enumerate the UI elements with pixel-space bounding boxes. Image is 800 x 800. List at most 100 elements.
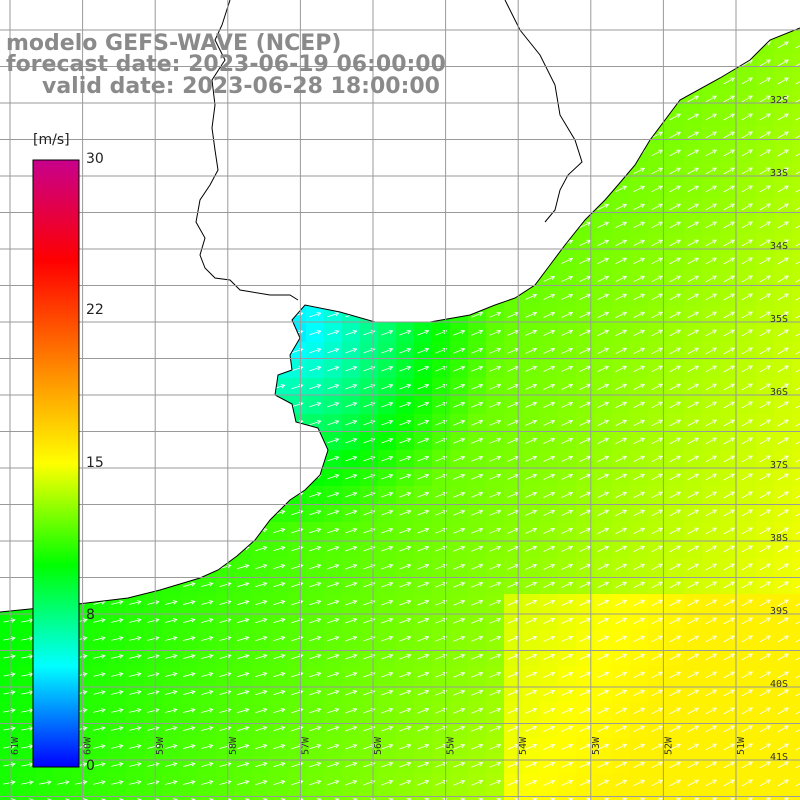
wind-arrow bbox=[345, 563, 358, 570]
colorbar-unit: [m/s] bbox=[33, 132, 70, 148]
wind-arrow bbox=[741, 707, 753, 715]
wind-arrow bbox=[777, 671, 789, 679]
wind-arrow bbox=[597, 365, 610, 372]
wind-arrow bbox=[723, 113, 736, 121]
wind-arrow bbox=[165, 672, 178, 677]
wind-arrow bbox=[795, 495, 800, 499]
wind-arrow bbox=[201, 690, 214, 695]
wind-arrow bbox=[705, 473, 718, 481]
wind-arrow bbox=[489, 527, 502, 534]
wind-arrow bbox=[741, 761, 753, 769]
wind-arrow bbox=[399, 329, 412, 336]
wind-arrow bbox=[399, 617, 412, 624]
wind-arrow bbox=[759, 491, 771, 499]
wind-arrow bbox=[759, 383, 771, 391]
wind-arrow bbox=[741, 419, 753, 427]
wind-arrow bbox=[723, 581, 736, 589]
wind-arrow bbox=[309, 654, 322, 660]
wind-arrow bbox=[165, 618, 178, 623]
wind-arrow bbox=[795, 279, 800, 283]
wind-arrow bbox=[795, 351, 800, 355]
wind-arrow bbox=[669, 617, 682, 625]
wind-arrow bbox=[111, 762, 124, 767]
wind-arrow bbox=[183, 636, 196, 641]
wind-arrow bbox=[273, 672, 286, 678]
wind-arrow bbox=[453, 743, 466, 750]
wind-arrow bbox=[759, 725, 771, 733]
latitude-labels: 32S 33S 34S 35S 36S 37S 38S 39S 40S 41S bbox=[770, 95, 788, 763]
wind-arrow bbox=[237, 654, 250, 660]
wind-arrow bbox=[633, 419, 646, 427]
wind-arrow bbox=[741, 455, 753, 463]
wind-arrow bbox=[687, 131, 700, 139]
wind-arrow bbox=[471, 635, 484, 642]
wind-arrow bbox=[453, 653, 466, 660]
wind-arrow bbox=[669, 311, 682, 319]
wind-speed-cell bbox=[792, 126, 800, 144]
wind-arrow bbox=[543, 671, 556, 678]
wind-arrow bbox=[795, 261, 800, 265]
wind-arrow bbox=[525, 635, 538, 642]
wind-arrow bbox=[615, 725, 628, 732]
wind-arrow bbox=[453, 779, 466, 786]
wind-arrow bbox=[723, 383, 736, 391]
wind-arrow bbox=[525, 347, 538, 354]
wind-arrow bbox=[615, 761, 628, 768]
wind-arrow bbox=[705, 509, 718, 517]
wind-arrow bbox=[705, 635, 718, 643]
land-mask bbox=[0, 0, 800, 612]
wind-arrow bbox=[417, 743, 430, 750]
wind-arrow bbox=[723, 329, 736, 337]
wind-arrow bbox=[777, 149, 789, 157]
wind-arrow bbox=[765, 797, 771, 800]
wind-arrow bbox=[687, 185, 700, 193]
wind-arrow bbox=[327, 347, 340, 354]
wind-arrow bbox=[309, 708, 322, 714]
wind-arrow bbox=[453, 671, 466, 678]
wind-arrow bbox=[129, 600, 142, 605]
wind-arrow bbox=[435, 527, 448, 534]
wind-arrow bbox=[597, 563, 610, 570]
wind-arrow bbox=[129, 672, 142, 677]
wind-arrow bbox=[777, 545, 789, 553]
wind-arrow bbox=[687, 149, 700, 157]
wind-arrow bbox=[543, 725, 556, 732]
wind-arrow bbox=[741, 725, 753, 733]
wind-arrow bbox=[489, 401, 502, 408]
wind-arrow bbox=[471, 779, 484, 786]
wind-arrow bbox=[795, 189, 800, 193]
wind-arrow bbox=[687, 329, 700, 337]
wind-arrow bbox=[417, 653, 430, 660]
wind-arrow bbox=[327, 689, 340, 696]
wind-arrow bbox=[489, 725, 502, 732]
wind-arrow bbox=[741, 563, 753, 571]
wind-arrow bbox=[669, 185, 682, 193]
wind-speed-cell bbox=[792, 594, 800, 612]
colorbar-tick-8: 8 bbox=[86, 607, 95, 623]
wind-arrow bbox=[723, 419, 736, 427]
wind-arrow bbox=[147, 636, 160, 641]
title-valid-date: valid date: 2023-06-28 18:00:00 bbox=[42, 74, 440, 99]
wind-speed-cell bbox=[792, 54, 800, 72]
wind-arrow bbox=[129, 636, 142, 641]
wind-arrow bbox=[651, 149, 664, 157]
wind-arrow bbox=[741, 437, 753, 445]
wind-arrow bbox=[622, 797, 628, 800]
wind-arrow bbox=[759, 167, 771, 175]
wind-arrow bbox=[309, 780, 322, 786]
wind-arrow bbox=[3, 672, 16, 677]
wind-arrow bbox=[399, 383, 412, 390]
wind-arrow bbox=[255, 564, 268, 570]
wind-arrow bbox=[777, 599, 789, 607]
wind-arrow bbox=[237, 600, 250, 606]
wind-arrow bbox=[723, 185, 736, 193]
wind-arrow bbox=[201, 636, 214, 641]
wind-arrow bbox=[309, 564, 322, 570]
wind-arrow bbox=[489, 491, 502, 498]
wind-arrow bbox=[417, 383, 430, 390]
wind-arrow bbox=[687, 617, 700, 625]
wind-arrow bbox=[723, 491, 736, 499]
wind-speed-cell bbox=[792, 162, 800, 180]
wind-arrow bbox=[525, 383, 538, 390]
wind-arrow bbox=[471, 383, 484, 390]
